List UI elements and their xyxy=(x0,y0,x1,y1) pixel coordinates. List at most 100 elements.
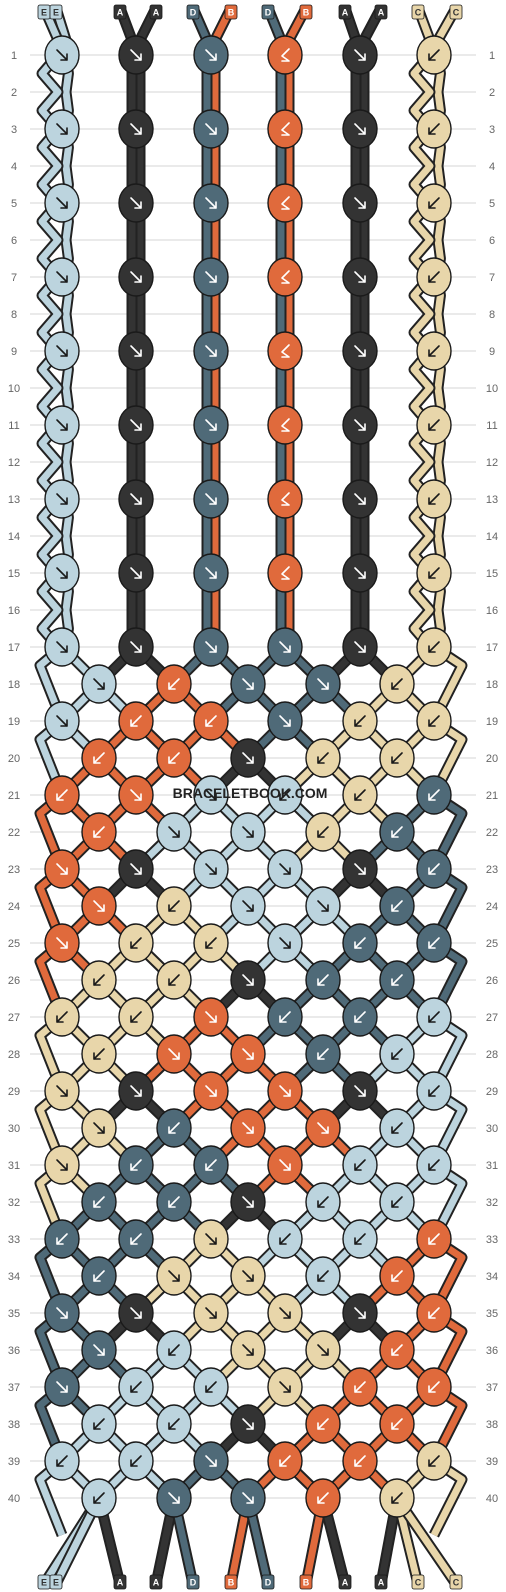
knot xyxy=(305,664,341,704)
knot-body xyxy=(267,183,303,223)
strand-label-top: A xyxy=(338,4,352,20)
strand-tag xyxy=(449,1574,463,1590)
knot xyxy=(305,1108,341,1148)
knot xyxy=(44,1219,80,1259)
knot xyxy=(379,738,415,778)
forward-arrow-icon xyxy=(56,1307,68,1319)
forward-arrow-icon xyxy=(205,863,217,875)
strand-top-3 xyxy=(116,6,136,647)
backward-arrow-icon xyxy=(428,123,440,135)
knot xyxy=(81,738,117,778)
forward-arrow-icon xyxy=(242,1492,254,1504)
knot xyxy=(193,331,229,371)
knot xyxy=(81,1108,117,1148)
knot xyxy=(193,479,229,519)
strand-tag xyxy=(49,1574,63,1590)
forward-arrow-icon xyxy=(242,1418,254,1430)
row-number-right: 35 xyxy=(486,1308,498,1320)
strand-label-bottom: A xyxy=(113,1574,127,1590)
backward-arrow-icon xyxy=(205,1381,217,1393)
knot xyxy=(342,1071,378,1111)
row-number-right: 15 xyxy=(486,568,498,580)
row-number-left: 3 xyxy=(11,124,17,136)
forward-arrow-icon xyxy=(130,49,142,61)
knot xyxy=(379,960,415,1000)
knot xyxy=(118,997,154,1037)
knot xyxy=(416,109,452,149)
knot xyxy=(81,1034,117,1074)
forward-arrow-icon xyxy=(130,345,142,357)
backward-arrow-icon xyxy=(279,789,291,801)
forward-arrow-icon xyxy=(130,271,142,283)
knot-body xyxy=(267,35,303,75)
forward-arrow-icon xyxy=(130,1085,142,1097)
row-number-left: 39 xyxy=(8,1456,20,1468)
strand-tag xyxy=(113,4,127,20)
forward-arrow-icon xyxy=(279,641,291,653)
knot xyxy=(267,1367,303,1407)
knot xyxy=(44,35,80,75)
knot xyxy=(305,960,341,1000)
knot xyxy=(118,701,154,741)
strand-top-6 xyxy=(211,6,235,647)
backward-arrow-icon xyxy=(391,1492,403,1504)
backward-arrow-icon xyxy=(317,1270,329,1282)
knot xyxy=(156,1330,192,1370)
backward-arrow-icon xyxy=(205,937,217,949)
row-number-left: 35 xyxy=(8,1308,20,1320)
knot xyxy=(416,997,452,1037)
backward-arrow-icon xyxy=(428,493,440,505)
backward-arrow-icon xyxy=(317,1492,329,1504)
knot xyxy=(156,960,192,1000)
knot xyxy=(267,553,303,593)
forward-arrow-icon xyxy=(56,567,68,579)
backward-arrow-icon xyxy=(428,345,440,357)
knot xyxy=(118,923,154,963)
backward-arrow-icon xyxy=(354,1233,366,1245)
forward-arrow-icon xyxy=(354,345,366,357)
backward-arrow-icon xyxy=(428,1307,440,1319)
row-number-left: 16 xyxy=(8,605,20,617)
backward-arrow-icon xyxy=(428,937,440,949)
strand-tag xyxy=(149,1574,163,1590)
forward-arrow-icon xyxy=(242,1196,254,1208)
forward-arrow-icon xyxy=(56,419,68,431)
forward-arrow-icon xyxy=(205,345,217,357)
backward-arrow-icon xyxy=(391,1418,403,1430)
knot xyxy=(193,257,229,297)
knot xyxy=(118,1293,154,1333)
knot xyxy=(416,627,452,667)
knot xyxy=(342,1441,378,1481)
knot xyxy=(379,1330,415,1370)
knot xyxy=(342,331,378,371)
knot-body xyxy=(267,553,303,593)
row-number-right: 12 xyxy=(486,457,498,469)
strand-tag xyxy=(374,4,388,20)
forward-arrow-icon xyxy=(205,567,217,579)
forward-arrow-icon xyxy=(279,1159,291,1171)
knot xyxy=(342,257,378,297)
strand-letter: B xyxy=(303,8,310,18)
knot xyxy=(193,627,229,667)
backward-arrow-icon xyxy=(354,789,366,801)
knot xyxy=(342,923,378,963)
knot xyxy=(44,109,80,149)
row-number-left: 24 xyxy=(8,901,20,913)
watermark-text: BRACELETBOOK.COM xyxy=(173,785,328,801)
knot xyxy=(342,1293,378,1333)
knot xyxy=(193,701,229,741)
backward-arrow-icon xyxy=(428,715,440,727)
row-number-right: 20 xyxy=(486,753,498,765)
backward-arrow-icon xyxy=(354,1011,366,1023)
row-number-left: 29 xyxy=(8,1086,20,1098)
strand-letter: B xyxy=(228,8,235,18)
strand-tag xyxy=(224,4,238,20)
row-number-left: 17 xyxy=(8,642,20,654)
row-number-right: 2 xyxy=(489,87,495,99)
knot xyxy=(44,183,80,223)
forward-arrow-icon xyxy=(56,1159,68,1171)
knot xyxy=(379,1034,415,1074)
knots xyxy=(44,35,452,1518)
forward-arrow-icon xyxy=(205,493,217,505)
forward-arrow-icon xyxy=(168,1492,180,1504)
